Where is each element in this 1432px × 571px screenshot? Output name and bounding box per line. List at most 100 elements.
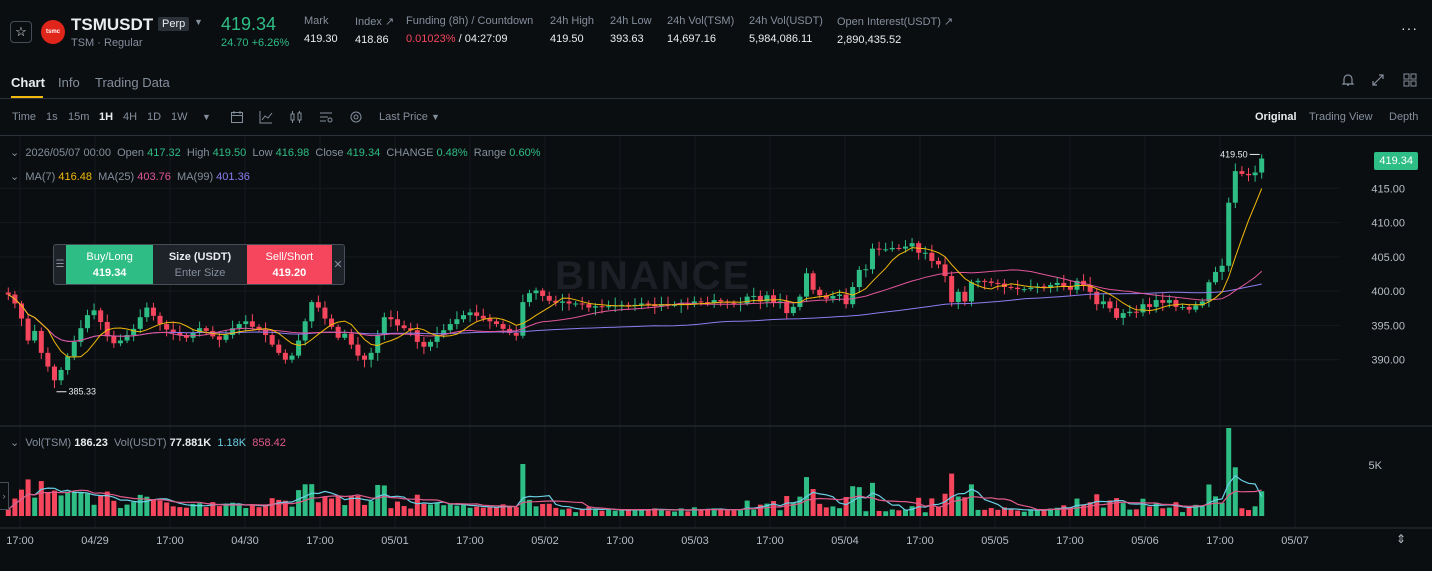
volume-bar — [810, 489, 816, 516]
interval-more-chevron-icon[interactable]: ▼ — [202, 112, 211, 122]
view-trading-view[interactable]: Trading View — [1309, 111, 1373, 123]
favorite-star-icon[interactable]: ☆ — [10, 21, 32, 43]
candle-body — [1180, 306, 1186, 308]
candle-body — [751, 295, 757, 297]
candle-body — [797, 296, 803, 307]
ma-legend-chevron-icon[interactable]: ⌄ — [10, 171, 20, 183]
volume-bar — [117, 508, 123, 516]
size-input[interactable]: Size (USDT) Enter Size — [153, 245, 247, 284]
binance-watermark: BINANCE — [555, 254, 752, 298]
candle-body — [282, 352, 288, 360]
stat-open-interest[interactable]: Open Interest(USDT) ↗ 2,890,435.52 — [837, 15, 953, 46]
layout-grid-icon[interactable] — [1402, 72, 1418, 88]
close-icon[interactable]: ✕ — [333, 259, 343, 271]
candle-body — [995, 282, 1001, 284]
candle-body — [1166, 300, 1172, 303]
candle-type-icon[interactable] — [288, 109, 304, 125]
candle-body — [197, 328, 203, 333]
interval-15m[interactable]: 15m — [68, 111, 90, 123]
volume-bar — [632, 510, 638, 516]
volume-bar — [474, 506, 480, 516]
candle-body — [975, 280, 981, 283]
ma7-label: MA(7) — [25, 171, 56, 183]
funding-separator: / — [455, 33, 465, 45]
volume-bar — [639, 510, 645, 516]
candle-body — [856, 269, 862, 288]
sell-short-button[interactable]: Sell/Short 419.20 — [246, 245, 333, 284]
candle-body — [117, 340, 123, 344]
interval-4h[interactable]: 4H — [123, 111, 138, 123]
calendar-icon[interactable] — [229, 109, 245, 125]
volume-bar — [665, 510, 671, 516]
candle-body — [559, 301, 565, 303]
candle-body — [302, 321, 308, 341]
settings-gear-icon[interactable] — [348, 109, 364, 125]
high-label: High — [186, 147, 210, 159]
volume-bar — [830, 506, 836, 516]
volume-bar — [691, 507, 697, 516]
chart-area[interactable]: 415.00 410.00 405.00 400.00 395.00 390.00 17:0… — [0, 136, 1432, 571]
vol-ma2-value: 858.42 — [252, 437, 286, 449]
symbol-dropdown-chevron-icon[interactable]: ▼ — [194, 17, 203, 27]
interval-1w[interactable]: 1W — [171, 111, 188, 123]
candle-body — [731, 302, 737, 304]
candle-body — [124, 335, 130, 341]
candle-body — [1120, 313, 1126, 318]
interval-time-label: Time — [12, 111, 37, 123]
collapse-arrow-icon[interactable]: › — [0, 482, 9, 510]
candle-body — [929, 252, 935, 261]
volume-bar — [883, 511, 889, 516]
volume-bar — [1147, 506, 1153, 516]
interval-1s[interactable]: 1s — [46, 111, 58, 123]
view-original[interactable]: Original — [1255, 111, 1297, 123]
volume-legend-chevron-icon[interactable]: ⌄ — [10, 437, 20, 449]
candle-body — [863, 269, 869, 271]
volume-bar — [909, 506, 915, 516]
view-depth[interactable]: Depth — [1389, 111, 1419, 123]
drag-handle-icon[interactable]: ☰ — [55, 259, 65, 270]
candle-body — [1100, 301, 1106, 305]
volume-bar — [836, 508, 843, 516]
bell-icon[interactable] — [1340, 72, 1356, 88]
stat-value: 418.86 — [355, 34, 389, 46]
tab-trading-data[interactable]: Trading Data — [95, 75, 170, 90]
volume-bar — [1173, 502, 1179, 516]
stat-value: 14,697.16 — [667, 33, 716, 45]
volume-bar — [91, 504, 97, 516]
volume-bar — [711, 508, 717, 516]
stat-index[interactable]: Index ↗ 418.86 — [355, 15, 394, 46]
volume-bar — [1041, 509, 1047, 516]
template-icon[interactable] — [318, 109, 334, 125]
funding-rate: 0.01023% — [406, 33, 456, 45]
candle-body — [1021, 289, 1027, 291]
candle-body — [487, 318, 493, 322]
stat-label: 24h Vol(USDT) — [749, 15, 823, 27]
reset-scale-icon[interactable]: ⇕ — [1395, 532, 1406, 546]
volume-bar — [203, 507, 209, 516]
price-type-select[interactable]: Last Price ▼ — [379, 111, 440, 123]
legend-chevron-icon[interactable]: ⌄ — [10, 147, 20, 159]
ma7-line — [8, 188, 1263, 358]
candlestick-chart[interactable]: 415.00 410.00 405.00 400.00 395.00 390.00 17:0… — [0, 136, 1432, 571]
candle-body — [1193, 305, 1199, 310]
volume-bar — [1107, 500, 1113, 516]
indicator-icon[interactable] — [258, 109, 274, 125]
volume-bar — [592, 508, 598, 516]
stat-label: 24h Low — [610, 15, 652, 27]
buy-long-button[interactable]: Buy/Long 419.34 — [65, 245, 154, 284]
tab-info[interactable]: Info — [58, 75, 80, 90]
volume-bar — [282, 500, 288, 516]
symbol-name[interactable]: TSMUSDT — [71, 15, 154, 34]
candle-body — [757, 295, 763, 302]
volume-bar — [645, 509, 651, 516]
tab-chart[interactable]: Chart — [11, 75, 45, 90]
more-options-icon[interactable]: ··· — [1401, 20, 1418, 36]
volume-ma2-line — [7, 489, 1262, 511]
interval-1d[interactable]: 1D — [147, 111, 162, 123]
time-tick-label: 17:00 — [6, 535, 34, 547]
price-change: 24.70 +6.26% — [221, 37, 290, 49]
expand-icon[interactable] — [1370, 72, 1386, 88]
candle-body — [1041, 286, 1047, 288]
last-price: 419.34 — [221, 14, 277, 34]
interval-1h[interactable]: 1H — [99, 111, 114, 123]
